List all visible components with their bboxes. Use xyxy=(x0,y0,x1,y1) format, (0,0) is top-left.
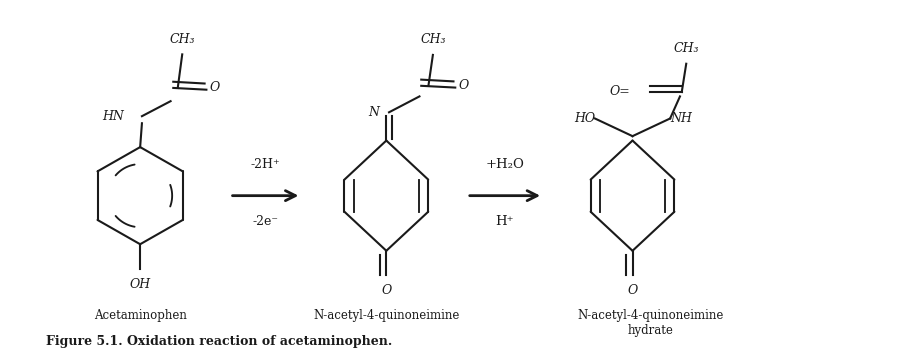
Text: +H₂O: +H₂O xyxy=(486,158,524,171)
Text: N-acetyl-4-quinoneimine
hydrate: N-acetyl-4-quinoneimine hydrate xyxy=(577,309,724,337)
Text: CH₃: CH₃ xyxy=(420,33,445,46)
Text: N-acetyl-4-quinoneimine: N-acetyl-4-quinoneimine xyxy=(313,309,460,322)
Text: Figure 5.1. Oxidation reaction of acetaminophen.: Figure 5.1. Oxidation reaction of acetam… xyxy=(46,335,392,347)
Text: H⁺: H⁺ xyxy=(496,215,515,228)
Text: -2e⁻: -2e⁻ xyxy=(252,215,278,228)
Text: O: O xyxy=(459,79,469,92)
Text: -2H⁺: -2H⁺ xyxy=(251,158,280,171)
Text: CH₃: CH₃ xyxy=(674,42,699,55)
Text: OH: OH xyxy=(129,278,151,291)
Text: O: O xyxy=(382,284,392,297)
Text: O: O xyxy=(628,284,638,297)
Text: HN: HN xyxy=(102,110,124,123)
Text: NH: NH xyxy=(670,112,692,125)
Text: Acetaminophen: Acetaminophen xyxy=(93,309,187,322)
Text: O=: O= xyxy=(609,85,629,99)
Text: CH₃: CH₃ xyxy=(170,32,195,46)
Text: N: N xyxy=(368,106,379,119)
Text: O: O xyxy=(210,82,220,94)
Text: HO: HO xyxy=(574,112,594,125)
